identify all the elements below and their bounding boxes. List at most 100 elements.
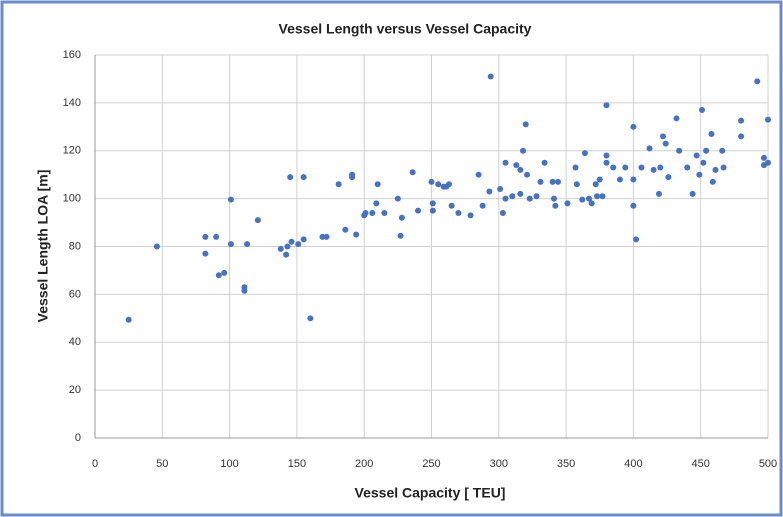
y-tick-label: 120: [63, 145, 81, 157]
data-point: [335, 181, 342, 188]
data-point: [349, 174, 356, 181]
data-point: [738, 133, 745, 140]
data-point: [573, 181, 580, 188]
data-point: [588, 200, 595, 207]
data-point: [202, 250, 209, 257]
data-point: [564, 200, 571, 207]
data-point: [517, 166, 524, 173]
data-point: [509, 193, 516, 200]
data-point: [435, 181, 442, 188]
data-point: [662, 140, 669, 147]
x-tick-label: 300: [490, 458, 508, 470]
data-point: [295, 241, 302, 248]
data-point: [630, 123, 637, 130]
data-point: [673, 115, 680, 122]
data-point: [581, 150, 588, 157]
y-tick-label: 160: [63, 49, 81, 61]
data-point: [409, 169, 416, 176]
data-point: [709, 178, 716, 185]
data-point: [533, 193, 540, 200]
data-point: [227, 196, 234, 203]
x-tick-label: 400: [624, 458, 642, 470]
y-tick-label: 40: [69, 336, 81, 348]
data-point: [497, 186, 504, 193]
data-point: [241, 287, 248, 294]
data-point: [381, 209, 388, 216]
data-point: [572, 164, 579, 171]
data-point: [610, 164, 617, 171]
data-point: [622, 164, 629, 171]
data-point: [522, 121, 529, 128]
data-point: [633, 236, 640, 243]
data-point: [153, 243, 160, 250]
data-point: [287, 174, 294, 181]
y-axis-title: Vessel Length LOA [m]: [35, 170, 51, 323]
data-point: [475, 171, 482, 178]
data-point: [655, 190, 662, 197]
data-point: [579, 196, 586, 203]
data-point: [708, 130, 715, 137]
data-point: [429, 200, 436, 207]
data-point: [213, 233, 220, 240]
y-tick-label: 80: [69, 240, 81, 252]
data-point: [616, 176, 623, 183]
data-point: [596, 176, 603, 183]
data-point: [467, 212, 474, 219]
data-point: [445, 181, 452, 188]
data-point: [646, 145, 653, 152]
x-tick-label: 150: [288, 458, 306, 470]
x-axis-title: Vessel Capacity [ TEU]: [355, 485, 506, 501]
data-point: [699, 107, 706, 114]
data-point: [428, 178, 435, 185]
data-point: [552, 202, 559, 209]
data-point: [650, 166, 657, 173]
y-tick-label: 0: [75, 432, 81, 444]
data-point: [712, 166, 719, 173]
y-tick-label: 100: [63, 193, 81, 205]
data-point: [684, 164, 691, 171]
y-tick-label: 140: [63, 97, 81, 109]
data-point: [555, 178, 562, 185]
data-point: [429, 207, 436, 214]
data-point: [760, 154, 767, 161]
x-tick-label: 350: [557, 458, 575, 470]
x-tick-label: 450: [692, 458, 710, 470]
data-point: [288, 238, 295, 245]
x-tick-label: 50: [156, 458, 168, 470]
data-point: [300, 174, 307, 181]
data-point: [369, 209, 376, 216]
x-tick-label: 200: [355, 458, 373, 470]
data-point: [374, 181, 381, 188]
data-point: [342, 226, 349, 233]
data-point: [300, 236, 307, 243]
data-point: [517, 190, 524, 197]
data-point: [689, 190, 696, 197]
data-point: [486, 188, 493, 195]
data-point: [630, 202, 637, 209]
data-point: [537, 178, 544, 185]
data-point: [125, 316, 132, 323]
data-point: [202, 233, 209, 240]
data-point: [585, 195, 592, 202]
data-point: [283, 251, 290, 258]
data-point: [599, 193, 606, 200]
data-point: [541, 159, 548, 166]
data-point: [499, 209, 506, 216]
data-point: [448, 202, 455, 209]
data-point: [754, 78, 761, 85]
data-point: [526, 195, 533, 202]
data-point: [550, 195, 557, 202]
data-point: [479, 202, 486, 209]
data-point: [277, 245, 284, 252]
data-point: [502, 195, 509, 202]
data-point: [415, 207, 422, 214]
x-tick-label: 500: [759, 458, 777, 470]
data-point: [765, 159, 771, 166]
x-tick-label: 100: [220, 458, 238, 470]
data-point: [700, 159, 707, 166]
data-point: [353, 231, 360, 238]
data-point: [398, 214, 405, 221]
data-point: [455, 209, 462, 216]
data-point: [665, 174, 672, 181]
y-tick-label: 60: [69, 288, 81, 300]
